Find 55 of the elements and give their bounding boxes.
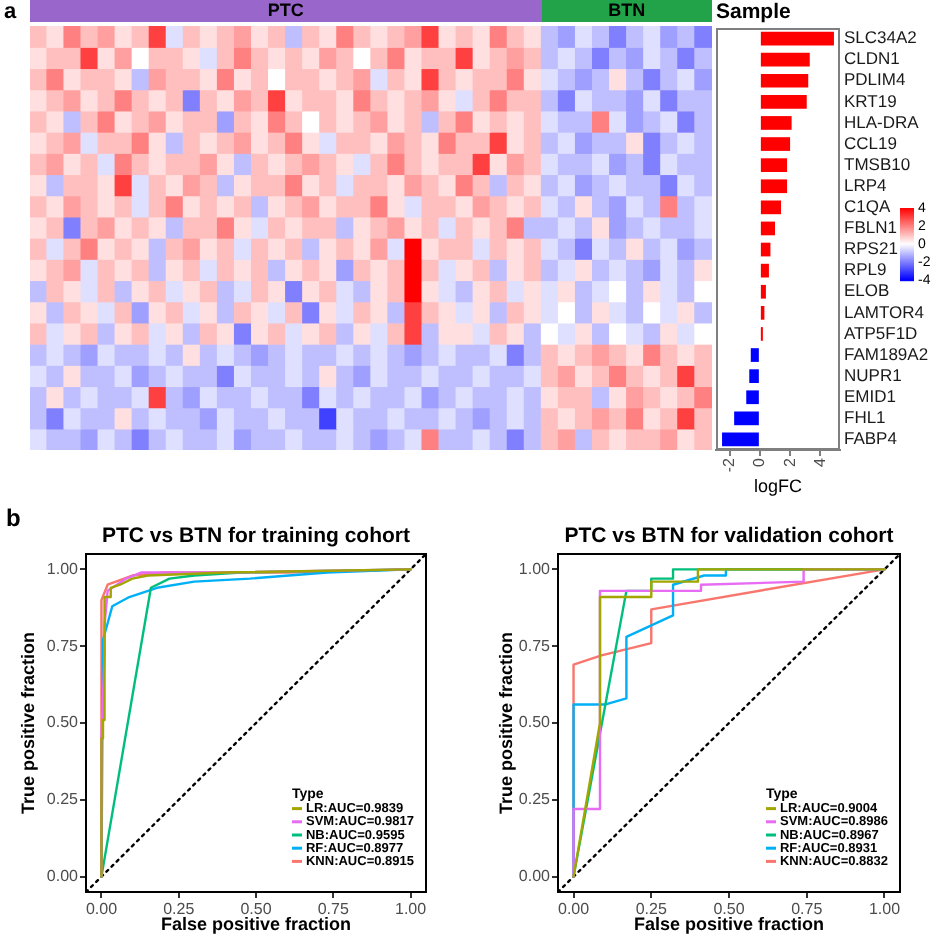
y-axis-title: True positive fraction [495,631,516,815]
x-tick-label: 0.50 [240,900,273,919]
y-tick-label: 0.50 [518,713,552,732]
y-tick-label: TMSB10 [844,153,911,174]
y-tick-label: PDLIM4 [844,69,906,90]
x-tick-label: 0.25 [635,900,668,919]
y-tick-label: 0.75 [46,636,80,655]
y-tick-label: 1.00 [46,559,80,578]
chart-title: PTC vs BTN for training cohort [101,523,411,548]
y-tick-label: 0.50 [46,713,80,732]
x-axis-title: False positive fraction [633,914,825,935]
y-tick-label: RPS21 [844,238,899,259]
x-tick-label: 0.00 [557,900,591,919]
y-tick-label: 0.75 [518,636,552,655]
y-tick-label: LAMTOR4 [844,301,925,322]
y-tick-label: 0.25 [46,790,80,809]
y-tick-label: RPL9 [844,259,888,280]
x-tick-label: 1.00 [394,900,428,919]
x-axis-title: False positive fraction [160,914,352,935]
text: Sample [716,0,791,24]
x-tick-label: -2 [720,456,739,473]
chart-title: PTC vs BTN for validation cohort [564,523,895,548]
y-tick-label: CLDN1 [844,48,901,69]
x-tick-label: 0 [750,456,769,467]
y-tick-label: 0.00 [518,867,552,886]
x-axis-title: logFC [753,476,803,497]
x-tick-label: 0.00 [85,900,119,919]
y-tick-label: EMID1 [844,385,897,406]
y-tick-label: FAM189A2 [844,343,929,364]
y-tick-label: FHL1 [844,407,887,428]
x-tick-label: 0.75 [791,900,824,919]
y-tick-label: 0.25 [518,790,552,809]
x-tick-label: 2 [780,456,799,467]
text: BTN [608,0,646,20]
y-axis-title: True positive fraction [17,631,38,815]
y-tick-label: 0.00 [46,867,80,886]
y-tick-label: HLA-DRA [844,111,920,132]
text: a [4,0,17,24]
x-tick-label: 0.75 [317,900,350,919]
y-tick-label: KRT19 [844,90,898,111]
y-tick-label: SLC34A2 [844,27,918,48]
y-tick-label: C1QA [844,196,891,217]
y-tick-label: ELOB [844,280,891,301]
text: b [6,504,21,532]
y-tick-label: 1.00 [518,559,552,578]
text: PTC [267,0,304,20]
x-tick-label: 4 [810,456,829,467]
x-tick-label: 0.25 [163,900,196,919]
y-tick-label: NUPR1 [844,364,903,385]
y-tick-label: CCL19 [844,132,898,153]
x-tick-label: 0.50 [713,900,746,919]
y-tick-label: LRP4 [844,174,888,195]
y-tick-label: ATP5F1D [844,322,918,343]
y-tick-label: FBLN1 [844,217,898,238]
y-tick-label: FABP4 [844,428,898,449]
